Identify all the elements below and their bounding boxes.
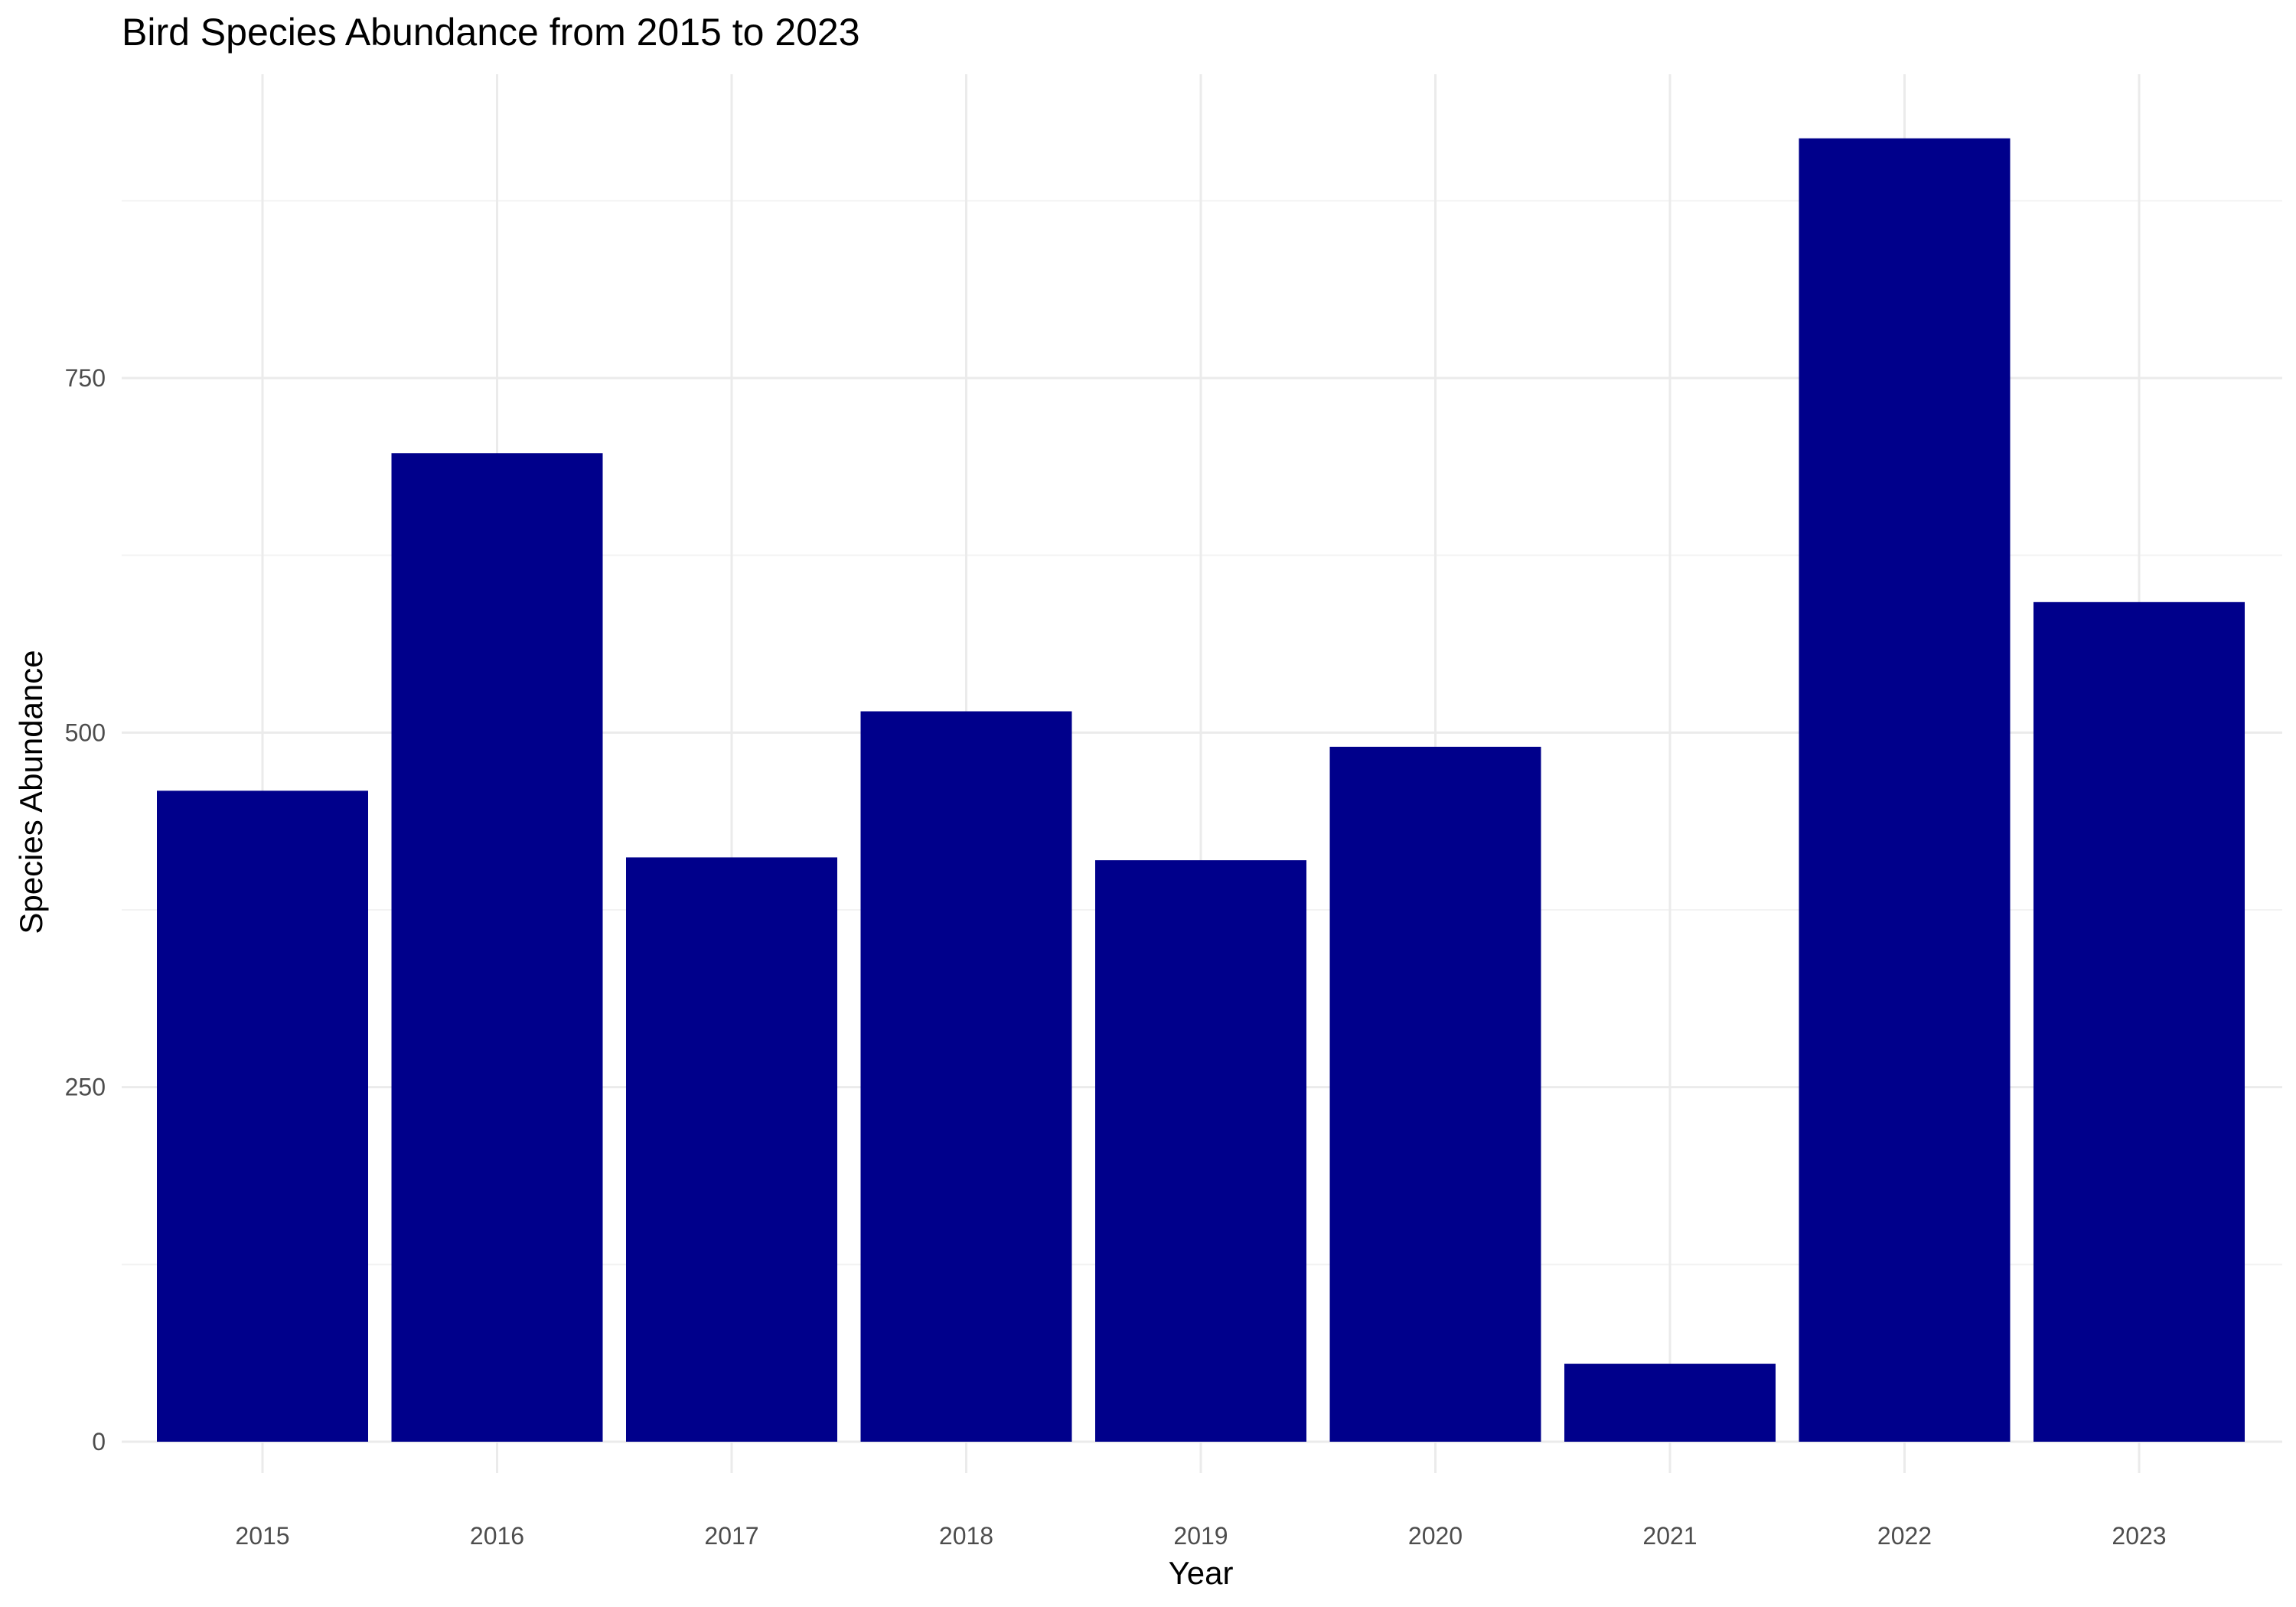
bars-layer <box>157 138 2245 1442</box>
x-tick-label: 2023 <box>2112 1522 2166 1550</box>
x-tick-label: 2020 <box>1408 1522 1463 1550</box>
bar-2022 <box>1799 138 2011 1442</box>
bar-2015 <box>157 790 368 1442</box>
bar-2020 <box>1329 746 1541 1442</box>
y-axis-ticks: 0 250 500 750 <box>65 364 106 1455</box>
bar-2021 <box>1564 1364 1776 1442</box>
x-tick-label: 2022 <box>1877 1522 1932 1550</box>
x-tick-label: 2016 <box>470 1522 524 1550</box>
y-tick-label: 750 <box>65 364 106 392</box>
bar-2016 <box>391 453 603 1442</box>
bar-2017 <box>626 857 837 1442</box>
chart-title: Bird Species Abundance from 2015 to 2023 <box>122 11 860 54</box>
y-tick-label: 500 <box>65 719 106 746</box>
y-tick-label: 250 <box>65 1074 106 1101</box>
y-axis-title: Species Abundance <box>13 650 49 934</box>
x-tick-label: 2018 <box>939 1522 993 1550</box>
x-tick-label: 2021 <box>1642 1522 1697 1550</box>
bar-2018 <box>860 711 1072 1442</box>
x-axis-ticks: 2015 2016 2017 2018 2019 2020 2021 2022 2023 <box>235 1522 2166 1550</box>
bar-2019 <box>1095 860 1306 1442</box>
x-tick-label: 2019 <box>1173 1522 1228 1550</box>
x-tick-label: 2017 <box>704 1522 758 1550</box>
y-tick-label: 0 <box>92 1428 106 1455</box>
x-tick-label: 2015 <box>235 1522 289 1550</box>
x-axis-title: Year <box>1169 1555 1234 1591</box>
bar-2023 <box>2033 601 2245 1442</box>
